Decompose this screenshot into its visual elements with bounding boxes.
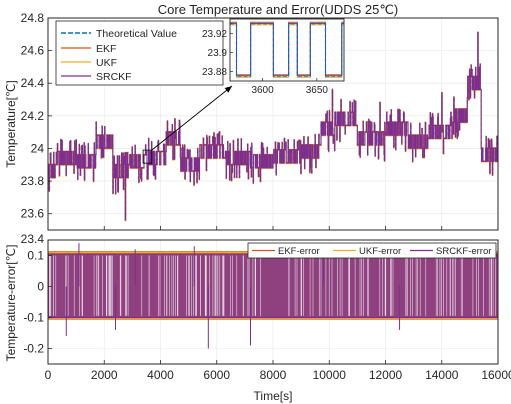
error-legend-box <box>247 242 497 259</box>
inset-series-ukf <box>230 24 344 78</box>
legend-label-srckf-error: SRCKF-error <box>436 246 491 257</box>
inset-series-theoretical <box>230 23 344 77</box>
inset-frame <box>229 18 345 82</box>
inset-x-ticks: 3600 3650 <box>251 78 328 96</box>
y-tick-label: 24.4 <box>21 76 45 90</box>
error-axes: -0.2 -0.1 0 0.1 0 2000 4000 6000 8000 10000 12000… <box>4 232 511 403</box>
x-tick-label: 4000 <box>147 368 174 382</box>
zoom-arrowhead <box>224 86 232 93</box>
inset-y-tick-label: 23.92 <box>202 29 227 40</box>
error-ylabel: Temperature-error[℃] <box>4 245 18 362</box>
inset-y-tick-label: 23.9 <box>208 48 228 59</box>
inset-x-tick-label: 3600 <box>251 85 274 96</box>
error-legend: EKF-error UKF-error SRCKF-error <box>247 242 497 259</box>
y-tick-label: 0 <box>37 280 44 294</box>
y-tick-label: 23.6 <box>21 207 45 221</box>
error-y-ticks: -0.2 -0.1 0 0.1 <box>23 249 52 356</box>
legend-entry-ekf: EKF <box>61 43 116 55</box>
temperature-axes: 23.6 23.8 24 24.2 24.4 24.6 24.8 Temperature[℃… <box>4 11 499 231</box>
inset-y-ticks: 23.88 23.9 23.92 <box>202 29 233 78</box>
x-tick-label: 2000 <box>91 368 118 382</box>
x-axis-label: Time[s] <box>254 389 293 403</box>
x-tick-label: 8000 <box>260 368 287 382</box>
inset-background <box>230 19 344 81</box>
temperature-ylabel: Temperature[℃] <box>4 80 18 168</box>
legend-entry-srckf: SRCKF <box>61 71 132 83</box>
legend-label-ekf: EKF <box>96 43 116 55</box>
legend-box <box>55 20 224 86</box>
error-band-srckf <box>48 253 498 318</box>
inset-y-tick-label: 23.88 <box>202 67 227 78</box>
legend-label-theoretical: Theoretical Value <box>96 28 177 40</box>
temperature-y-ticks: 23.6 23.8 24 24.2 24.4 24.6 24.8 <box>21 11 52 221</box>
x-tick-label: 12000 <box>369 368 403 382</box>
inset-series-group <box>230 21 344 78</box>
x-tick-label: 0 <box>45 368 52 382</box>
error-x-ticks: 0 2000 4000 6000 8000 10000 12000 14000 16000 <box>45 360 511 382</box>
x-tick-label: 14000 <box>425 368 459 382</box>
temperature-legend: Theoretical Value EKF UKF SRCKF <box>55 20 224 86</box>
legend-label-ekf-error: EKF-error <box>278 246 320 257</box>
legend-entry-srckf-error: SRCKF-error <box>410 246 491 257</box>
error-extra-top-label: 23.4 <box>21 232 45 246</box>
temperature-series-group <box>48 31 498 222</box>
y-tick-label: 24.2 <box>21 109 45 123</box>
y-tick-label: -0.2 <box>23 342 44 356</box>
error-gaps <box>49 255 496 316</box>
legend-entry-theoretical: Theoretical Value <box>61 28 177 40</box>
legend-label-ukf-error: UKF-error <box>359 246 401 257</box>
y-tick-label: 24.6 <box>21 44 45 58</box>
figure-title: Core Temperature and Error(UDDS 25℃) <box>158 2 399 17</box>
zoom-arrow <box>151 85 233 151</box>
y-tick-label: -0.1 <box>23 311 44 325</box>
inset-axes: 23.88 23.9 23.92 3600 3650 <box>202 18 345 96</box>
legend-entry-ekf-error: EKF-error <box>252 246 320 257</box>
y-tick-label: 24 <box>31 141 45 155</box>
y-tick-label: 0.1 <box>27 249 44 263</box>
x-tick-label: 6000 <box>203 368 230 382</box>
zoom-region-box <box>142 149 153 164</box>
temperature-x-ticks <box>47 226 499 230</box>
legend-label-srckf: SRCKF <box>96 71 132 83</box>
inset-x-tick-label: 3650 <box>306 85 329 96</box>
series-line-srckf <box>48 32 498 221</box>
legend-entry-ukf: UKF <box>61 57 117 69</box>
x-tick-label: 16000 <box>481 368 511 382</box>
y-tick-label: 23.8 <box>21 174 45 188</box>
y-tick-label: 24.8 <box>21 11 45 25</box>
inset-series-ekf <box>230 21 344 76</box>
legend-entry-ukf-error: UKF-error <box>333 246 401 257</box>
legend-label-ukf: UKF <box>96 57 117 69</box>
x-tick-label: 10000 <box>313 368 347 382</box>
